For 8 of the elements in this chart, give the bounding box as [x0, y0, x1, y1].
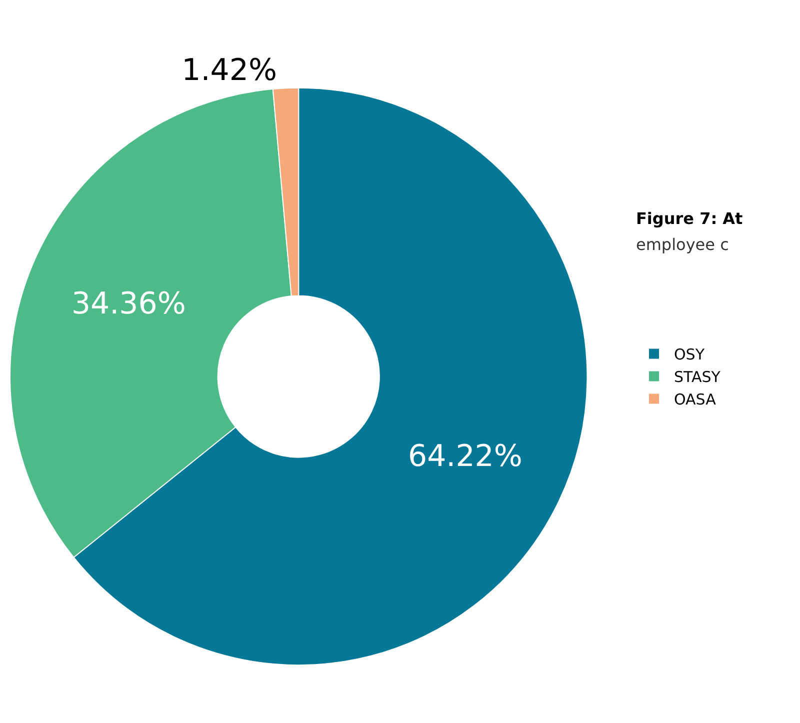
legend-label: STASY — [674, 368, 722, 386]
legend-label: OSY — [674, 346, 706, 364]
text: employee c — [636, 235, 729, 254]
data-label: 1.42% — [182, 53, 277, 88]
data-label: 64.22% — [408, 438, 522, 474]
data-label: 34.36% — [71, 286, 186, 322]
text: Figure 7: At — [636, 209, 744, 228]
legend-label: OASA — [674, 390, 717, 409]
